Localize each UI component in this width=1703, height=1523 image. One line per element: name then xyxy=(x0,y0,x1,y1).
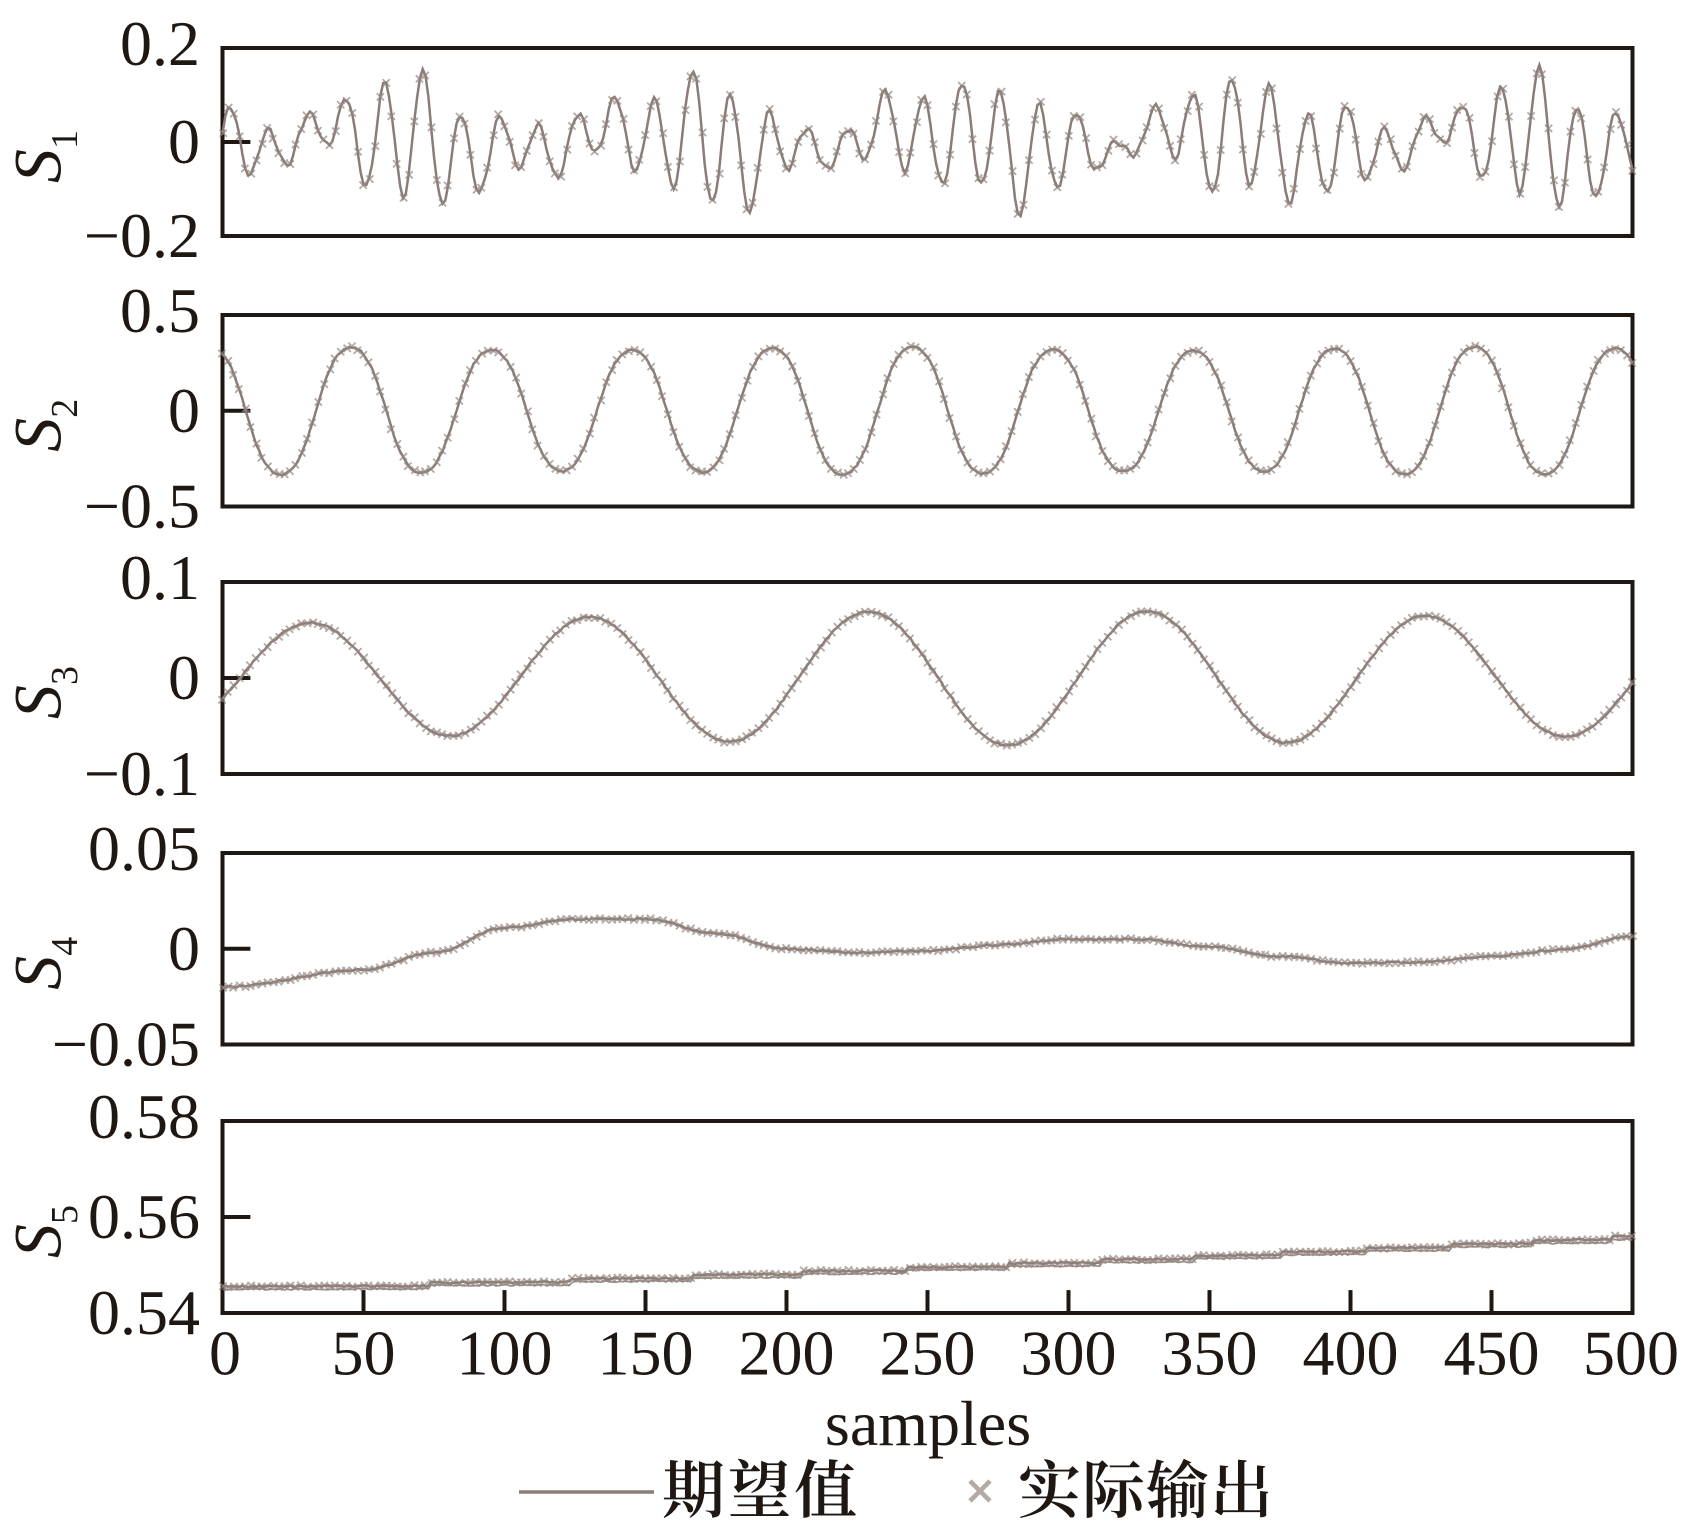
svg-text:S: S xyxy=(0,418,76,452)
svg-text:S: S xyxy=(0,1224,76,1258)
svg-text:4: 4 xyxy=(44,937,86,956)
svg-text:0: 0 xyxy=(168,913,200,984)
svg-text:0.58: 0.58 xyxy=(88,1081,200,1152)
svg-text:250: 250 xyxy=(880,1318,976,1389)
svg-text:0.54: 0.54 xyxy=(88,1277,200,1348)
svg-text:0.2: 0.2 xyxy=(120,8,200,79)
svg-text:500: 500 xyxy=(1583,1318,1679,1389)
svg-text:0: 0 xyxy=(209,1318,241,1389)
svg-text:100: 100 xyxy=(457,1318,553,1389)
svg-text:S: S xyxy=(0,956,76,990)
svg-text:0: 0 xyxy=(168,642,200,713)
svg-text:350: 350 xyxy=(1162,1318,1258,1389)
svg-text:2: 2 xyxy=(44,399,86,418)
svg-text:S: S xyxy=(0,149,76,183)
svg-text:−0.1: −0.1 xyxy=(84,738,200,809)
svg-text:150: 150 xyxy=(598,1318,694,1389)
svg-text:0.05: 0.05 xyxy=(88,813,200,884)
svg-text:−0.5: −0.5 xyxy=(84,471,200,542)
svg-text:0.56: 0.56 xyxy=(88,1181,200,1252)
svg-text:−0.05: −0.05 xyxy=(52,1009,200,1080)
svg-text:0: 0 xyxy=(168,106,200,177)
svg-text:−0.2: −0.2 xyxy=(84,200,200,271)
svg-text:200: 200 xyxy=(739,1318,835,1389)
svg-text:3: 3 xyxy=(44,666,86,685)
svg-text:S: S xyxy=(0,685,76,719)
svg-text:0.1: 0.1 xyxy=(120,542,200,613)
svg-text:450: 450 xyxy=(1444,1318,1540,1389)
svg-text:1: 1 xyxy=(44,130,86,149)
svg-text:samples: samples xyxy=(825,1388,1031,1459)
svg-text:5: 5 xyxy=(44,1205,86,1224)
svg-text:400: 400 xyxy=(1303,1318,1399,1389)
svg-text:300: 300 xyxy=(1021,1318,1117,1389)
svg-text:0: 0 xyxy=(168,375,200,446)
svg-text:0.5: 0.5 xyxy=(120,275,200,346)
svg-text:50: 50 xyxy=(332,1318,396,1389)
